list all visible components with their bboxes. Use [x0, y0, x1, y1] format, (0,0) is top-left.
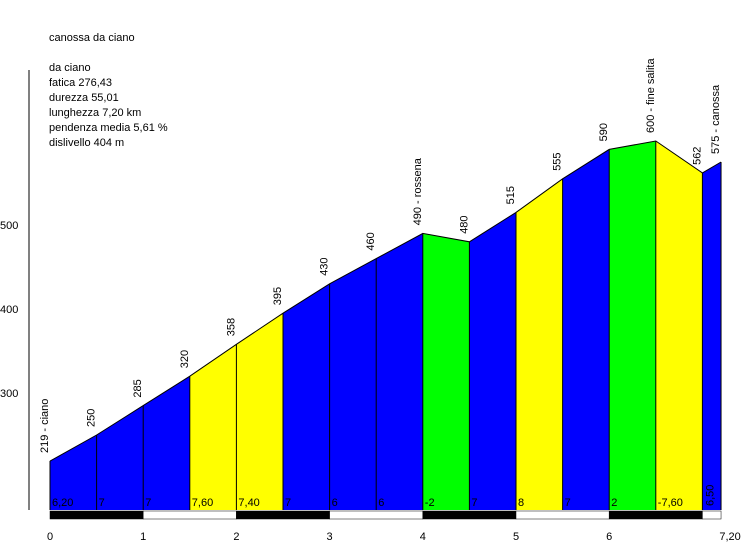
profile-segment [283, 283, 330, 510]
km-bar-block [49, 510, 144, 520]
slope-label: 7 [285, 497, 291, 509]
profile-segment [516, 178, 563, 511]
elevation-label: 320 [179, 350, 191, 368]
elevation-label: 285 [132, 379, 144, 397]
info-line: dislivello 404 m [49, 137, 124, 149]
elevation-label: 562 [691, 147, 703, 165]
profile-segment [96, 405, 144, 510]
y-tick-label: 400 [0, 304, 18, 316]
y-tick-label: 500 [0, 220, 18, 232]
point-labels-layer: 219 - ciano 250 285 320 358 395 430 460 490 - ro… [39, 58, 722, 454]
y-ticks-layer: 300 400 500 [0, 220, 18, 400]
slope-label: 2 [611, 497, 617, 509]
slope-label: 6,50 [704, 485, 716, 506]
x-tick-label: 4 [420, 531, 426, 543]
dividers-layer [49, 140, 722, 510]
km-bar-block [515, 510, 610, 520]
y-tick-label: 300 [0, 388, 18, 400]
slope-label: 6 [378, 497, 384, 509]
slope-label: 6 [332, 497, 338, 509]
elevation-label: 490 - rossena [412, 157, 424, 225]
slope-label: 7 [565, 497, 571, 509]
x-tick-label: 0 [47, 531, 53, 543]
elevation-label: 430 [319, 257, 331, 275]
slope-label: 7 [471, 497, 477, 509]
profile-segment [609, 141, 656, 510]
km-bar-block [702, 510, 722, 520]
km-bar-block [422, 510, 517, 520]
x-tick-label: 6 [606, 531, 612, 543]
info-line: da ciano [49, 62, 91, 74]
elevation-label: 219 - ciano [39, 399, 51, 453]
segments-layer [50, 141, 722, 511]
profile-outline [49, 140, 722, 462]
slope-label: 7 [145, 497, 151, 509]
km-bar-block [608, 510, 703, 520]
info-line: fatica 276,43 [49, 77, 112, 89]
info-line: pendenza media 5,61 % [49, 122, 168, 134]
slope-label: -7,60 [658, 497, 683, 509]
x-tick-label: 3 [327, 531, 333, 543]
km-bar-block [236, 510, 330, 520]
elevation-label: 575 - canossa [710, 84, 722, 154]
profile-segment [329, 258, 377, 510]
profile-segment [562, 149, 610, 510]
profile-segment [189, 344, 237, 510]
slope-label: 8 [518, 497, 524, 509]
elevation-label: 395 [272, 287, 284, 305]
elevation-label: 515 [505, 186, 517, 204]
x-tick-label: 7,20 [719, 531, 740, 543]
x-tick-label: 2 [233, 531, 239, 543]
x-ticks-layer: 0 1 2 3 4 5 6 7,20 [47, 531, 741, 543]
km-bar-block [329, 510, 424, 520]
km-bar-block [142, 510, 237, 520]
info-line: durezza 55,01 [49, 92, 119, 104]
elevation-label: 600 - fine salita [645, 58, 657, 133]
info-block: da ciano fatica 276,43 durezza 55,01 lunghe… [49, 62, 168, 149]
slope-labels-layer: 6,20 7 7 7,60 7,40 7 6 6 -2 7 8 7 2 -7,60 6,50 [52, 485, 716, 509]
elevation-label: 460 [365, 232, 377, 250]
info-line: lunghezza 7,20 km [49, 107, 141, 119]
elevation-label: 480 [458, 215, 470, 233]
elevation-label: 590 [598, 123, 610, 141]
x-tick-label: 1 [140, 531, 146, 543]
profile-segment [236, 313, 283, 510]
slope-label: 7 [99, 497, 105, 509]
slope-label: -2 [425, 497, 435, 509]
profile-segment [655, 141, 703, 510]
km-bar-layer [49, 510, 722, 520]
profile-segment [702, 162, 722, 510]
profile-segment [143, 376, 190, 510]
slope-label: 7,60 [192, 497, 213, 509]
slope-label: 6,20 [52, 497, 73, 509]
profile-segment [50, 435, 97, 510]
x-tick-label: 5 [513, 531, 519, 543]
profile-segment [376, 233, 423, 510]
elevation-label: 250 [86, 409, 98, 427]
elevation-label: 358 [225, 318, 237, 336]
profile-segment [469, 212, 516, 510]
slope-label: 7,40 [238, 497, 259, 509]
chart-title: canossa da ciano [49, 32, 135, 44]
profile-segment [422, 233, 470, 510]
elevation-label: 555 [552, 152, 564, 170]
